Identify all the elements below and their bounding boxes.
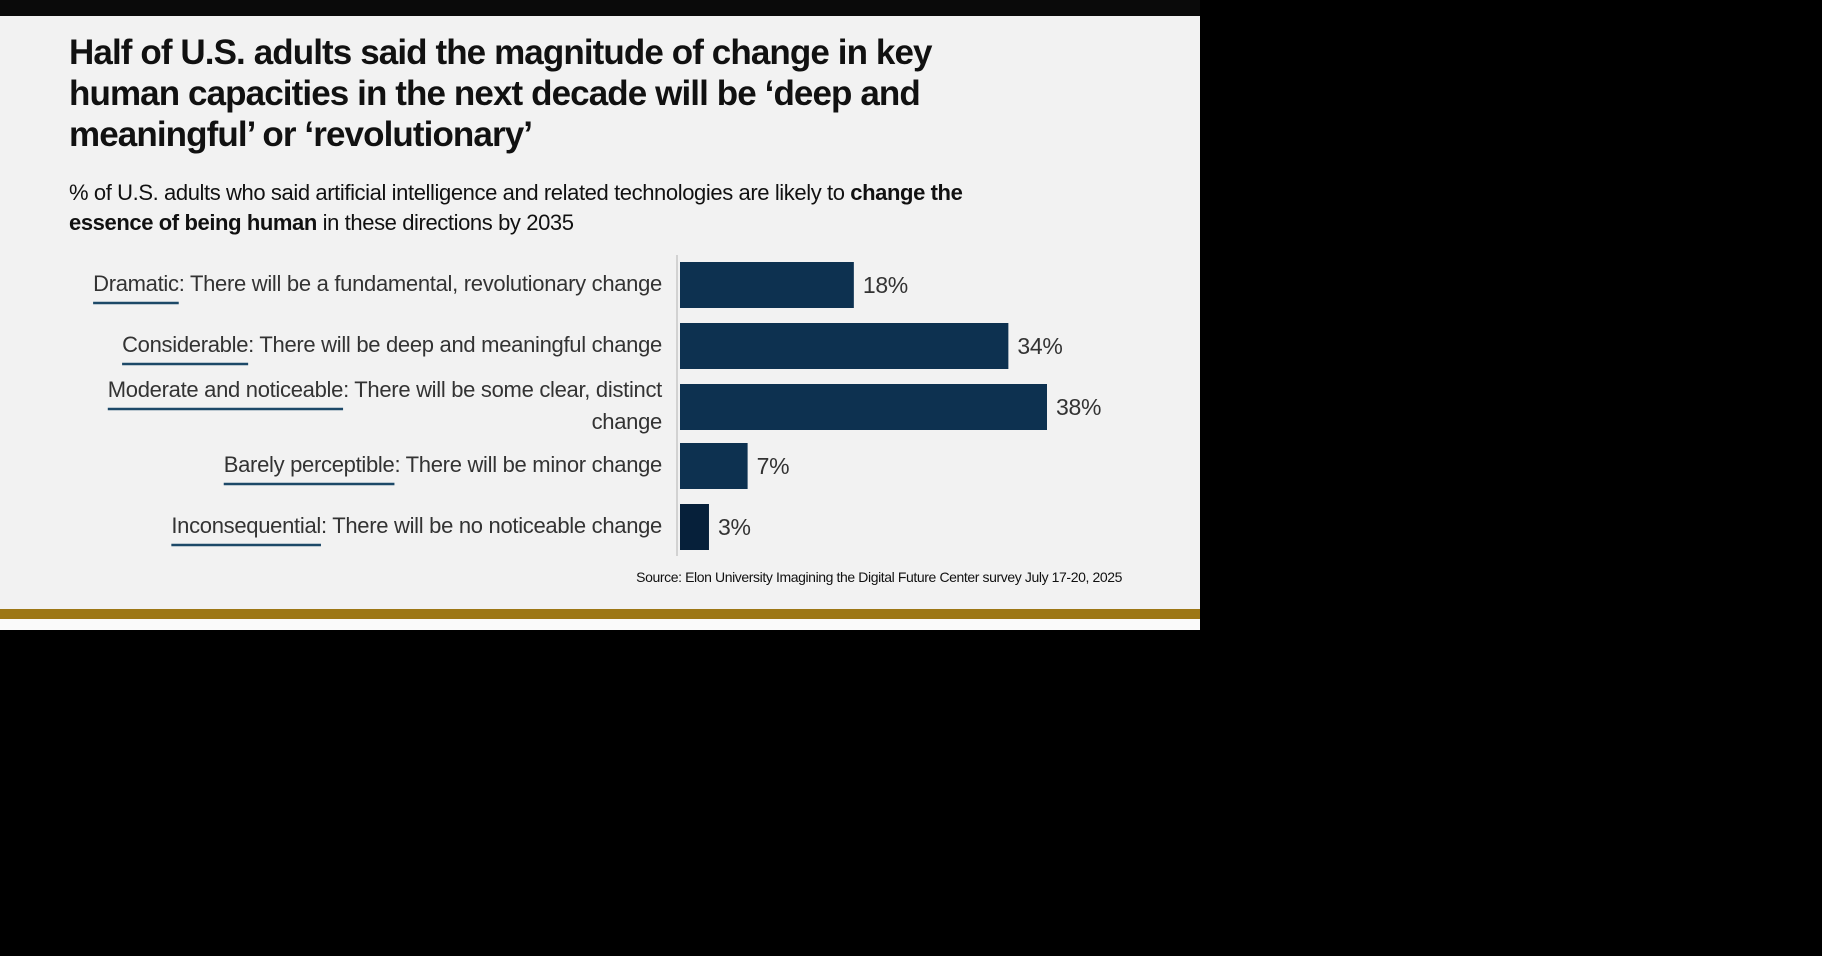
category-description: : There will be no noticeable change (321, 513, 662, 538)
bar-considerable (680, 323, 1009, 369)
bar-chart: 18% Dramatic: There will be a fundamental… (93, 255, 1101, 556)
value-label: 7% (757, 453, 790, 479)
category-label: Dramatic: There will be a fundamental, r… (93, 271, 662, 296)
bottom-gold-stripe (0, 609, 1200, 619)
chart-subtitle: % of U.S. adults who said artificial int… (69, 178, 989, 238)
category-term: Considerable (122, 332, 248, 357)
bar-moderate-and-noticeable (680, 384, 1047, 430)
subtitle-text-end: in these directions by 2035 (316, 210, 574, 235)
category-label: Considerable: There will be deep and mea… (122, 332, 662, 357)
category-label: Barely perceptible: There will be minor … (224, 452, 662, 477)
source-note: Source: Elon University Imagining the Di… (636, 569, 1122, 585)
category-term: Inconsequential (171, 513, 321, 538)
category-label: Moderate and noticeable: There will be s… (108, 377, 662, 402)
category-label: Inconsequential: There will be no notice… (171, 513, 662, 538)
category-description: : There will be some clear, distinct (343, 377, 662, 402)
top-border-bar (0, 0, 1200, 16)
category-term: Moderate and noticeable (108, 377, 343, 402)
bar-dramatic (680, 262, 854, 308)
bar-barely-perceptible (680, 443, 748, 489)
value-label: 34% (1017, 333, 1062, 359)
category-description: change (592, 409, 662, 434)
subtitle-emphasis: change the essence of being human (69, 180, 963, 235)
subtitle-text-start: % of U.S. adults who said artificial int… (69, 180, 851, 205)
bottom-light-stripe (0, 619, 1200, 630)
value-label: 38% (1056, 394, 1101, 420)
category-term: Barely perceptible (224, 452, 395, 477)
category-description: : There will be deep and meaningful chan… (248, 332, 662, 357)
category-description: : There will be a fundamental, revolutio… (179, 271, 662, 296)
chart-title: Half of U.S. adults said the magnitude o… (69, 33, 932, 154)
chart-card: Half of U.S. adults said the magnitude o… (0, 0, 1200, 630)
category-label: change (592, 409, 662, 434)
value-label: 3% (718, 514, 751, 540)
category-term: Dramatic (93, 271, 179, 296)
bar-inconsequential (680, 504, 709, 550)
value-label: 18% (863, 272, 908, 298)
category-description: : There will be minor change (394, 452, 662, 477)
